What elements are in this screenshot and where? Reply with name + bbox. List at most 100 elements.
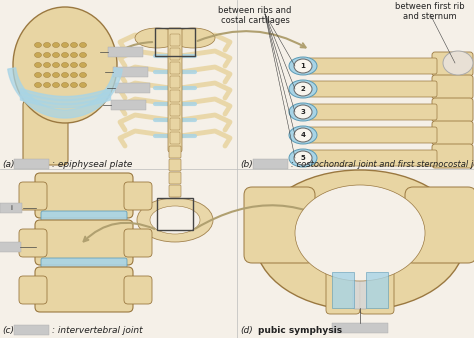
Ellipse shape <box>71 72 78 77</box>
Bar <box>332 323 388 333</box>
Text: i: i <box>10 204 12 211</box>
Ellipse shape <box>44 63 51 68</box>
Bar <box>108 47 143 57</box>
Ellipse shape <box>71 63 78 68</box>
Ellipse shape <box>294 82 312 96</box>
FancyBboxPatch shape <box>353 271 367 309</box>
Ellipse shape <box>53 63 60 68</box>
FancyBboxPatch shape <box>35 220 133 265</box>
Ellipse shape <box>62 43 69 48</box>
Ellipse shape <box>294 128 312 142</box>
FancyBboxPatch shape <box>308 58 437 74</box>
FancyBboxPatch shape <box>360 266 394 314</box>
Ellipse shape <box>35 52 42 57</box>
FancyBboxPatch shape <box>35 267 133 312</box>
Text: : intervertebral joint: : intervertebral joint <box>52 326 143 335</box>
Ellipse shape <box>150 206 200 234</box>
Ellipse shape <box>35 72 42 77</box>
FancyBboxPatch shape <box>169 159 181 171</box>
Ellipse shape <box>137 198 213 242</box>
FancyBboxPatch shape <box>308 81 437 97</box>
FancyBboxPatch shape <box>169 146 181 158</box>
FancyBboxPatch shape <box>170 104 180 116</box>
Ellipse shape <box>35 43 42 48</box>
FancyBboxPatch shape <box>432 52 473 76</box>
Ellipse shape <box>44 82 51 88</box>
Ellipse shape <box>53 43 60 48</box>
FancyBboxPatch shape <box>19 276 47 304</box>
Ellipse shape <box>71 82 78 88</box>
Ellipse shape <box>289 80 317 98</box>
FancyBboxPatch shape <box>23 100 68 165</box>
Ellipse shape <box>443 51 473 75</box>
FancyBboxPatch shape <box>35 173 133 218</box>
FancyBboxPatch shape <box>169 172 181 184</box>
Ellipse shape <box>135 28 179 48</box>
FancyBboxPatch shape <box>170 90 180 102</box>
Text: : costochondral joint and first sternocostal joint: : costochondral joint and first sternoco… <box>291 160 474 169</box>
Ellipse shape <box>71 52 78 57</box>
Text: 3: 3 <box>301 109 305 115</box>
FancyBboxPatch shape <box>432 75 473 99</box>
Ellipse shape <box>80 63 86 68</box>
FancyBboxPatch shape <box>432 98 473 122</box>
FancyBboxPatch shape <box>41 211 127 227</box>
Ellipse shape <box>53 52 60 57</box>
Bar <box>0 203 22 213</box>
Text: (a): (a) <box>2 160 15 169</box>
FancyBboxPatch shape <box>170 62 180 74</box>
Text: : epiphyseal plate: : epiphyseal plate <box>52 160 132 169</box>
Ellipse shape <box>289 57 317 75</box>
Ellipse shape <box>289 126 317 144</box>
Ellipse shape <box>13 7 117 123</box>
Ellipse shape <box>171 28 215 48</box>
Ellipse shape <box>62 52 69 57</box>
Ellipse shape <box>255 170 465 310</box>
Text: (c): (c) <box>2 326 14 335</box>
FancyBboxPatch shape <box>244 187 315 263</box>
Bar <box>113 67 148 77</box>
FancyBboxPatch shape <box>170 76 180 88</box>
Ellipse shape <box>35 82 42 88</box>
FancyBboxPatch shape <box>170 34 180 46</box>
Bar <box>115 83 150 93</box>
FancyBboxPatch shape <box>308 150 437 166</box>
Ellipse shape <box>71 43 78 48</box>
FancyBboxPatch shape <box>170 118 180 130</box>
Ellipse shape <box>80 52 86 57</box>
Bar <box>253 159 288 169</box>
Ellipse shape <box>80 72 86 77</box>
FancyBboxPatch shape <box>432 121 473 145</box>
FancyBboxPatch shape <box>308 104 437 120</box>
Text: 1: 1 <box>301 63 305 69</box>
Ellipse shape <box>294 151 312 165</box>
Ellipse shape <box>80 82 86 88</box>
Text: between ribs and
costal cartilages: between ribs and costal cartilages <box>219 6 292 25</box>
Ellipse shape <box>44 72 51 77</box>
FancyBboxPatch shape <box>432 144 473 168</box>
Text: between first rib
and sternum: between first rib and sternum <box>395 2 465 21</box>
Text: 2: 2 <box>301 86 305 92</box>
Ellipse shape <box>294 105 312 119</box>
Ellipse shape <box>80 43 86 48</box>
Ellipse shape <box>294 59 312 73</box>
Ellipse shape <box>295 185 425 281</box>
FancyBboxPatch shape <box>326 266 360 314</box>
Bar <box>157 198 193 230</box>
Text: pubic symphysis: pubic symphysis <box>258 326 342 335</box>
Ellipse shape <box>62 72 69 77</box>
Ellipse shape <box>62 63 69 68</box>
FancyBboxPatch shape <box>124 182 152 210</box>
Bar <box>14 325 49 335</box>
FancyBboxPatch shape <box>41 258 127 274</box>
FancyBboxPatch shape <box>405 187 474 263</box>
FancyBboxPatch shape <box>168 28 182 152</box>
FancyBboxPatch shape <box>124 229 152 257</box>
Bar <box>366 272 388 308</box>
FancyBboxPatch shape <box>124 276 152 304</box>
Bar <box>0 242 21 252</box>
Ellipse shape <box>289 149 317 167</box>
Ellipse shape <box>44 52 51 57</box>
Text: (d): (d) <box>240 326 253 335</box>
Text: (b): (b) <box>240 160 253 169</box>
